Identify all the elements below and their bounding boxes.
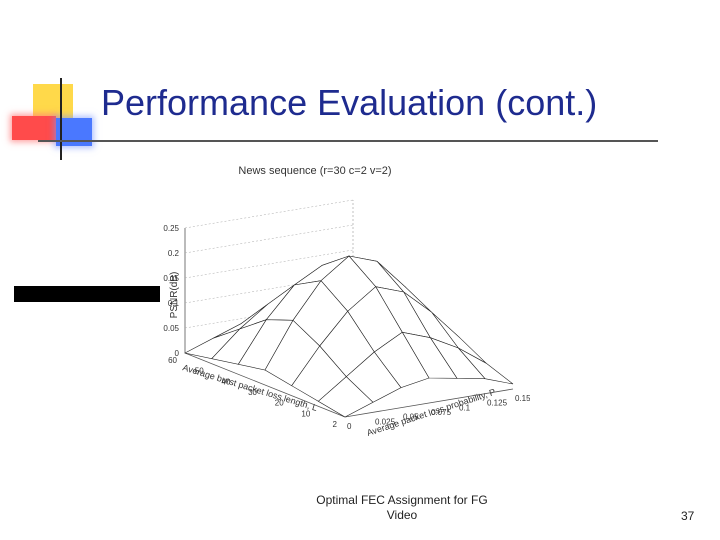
decor-black-bar bbox=[14, 286, 160, 302]
z-tick-label: 0.05 bbox=[163, 324, 179, 333]
surface-facet bbox=[317, 376, 374, 418]
y-axis-line bbox=[344, 388, 514, 418]
z-gridline bbox=[184, 199, 354, 229]
z-axis-label: PSNR(dB) bbox=[169, 272, 180, 319]
footer-line-2: Video bbox=[386, 508, 418, 522]
x-tick-label: 2 bbox=[333, 420, 338, 429]
y-tick-label: 0.125 bbox=[487, 399, 508, 408]
y-tick-label: 0.1 bbox=[459, 403, 471, 412]
slide-title: Performance Evaluation (cont.) bbox=[101, 82, 598, 123]
z-gridline bbox=[184, 224, 354, 254]
x-tick-label: 30 bbox=[248, 388, 257, 397]
surface-chart: News sequence (r=30 c=2 v=2) PSNR(dB) Av… bbox=[163, 165, 530, 438]
z-tick-label: 0.1 bbox=[168, 299, 180, 308]
footer-line-1: Optimal FEC Assignment for FG bbox=[316, 493, 488, 507]
z-gridline bbox=[184, 249, 354, 279]
y-tick-label: 0.025 bbox=[375, 417, 396, 426]
y-tick-label: 0.075 bbox=[431, 408, 452, 417]
z-tick-label: 0.25 bbox=[163, 224, 179, 233]
title-underline bbox=[38, 140, 658, 142]
y-tick-label: 0 bbox=[347, 422, 352, 431]
z-tick-label: 0 bbox=[175, 349, 180, 358]
surface-mesh bbox=[184, 255, 514, 418]
x-tick-label: 10 bbox=[301, 409, 310, 418]
decor-red-square bbox=[12, 116, 56, 140]
z-tick-label: 0.15 bbox=[163, 274, 179, 283]
z-tick-label: 0.2 bbox=[168, 249, 180, 258]
y-tick-label: 0.15 bbox=[515, 394, 530, 403]
x-tick-label: 40 bbox=[221, 377, 230, 386]
x-tick-label: 60 bbox=[168, 356, 177, 365]
page-number: 37 bbox=[681, 509, 695, 523]
y-tick-label: 0.05 bbox=[403, 413, 419, 422]
decor-vertical-line bbox=[60, 78, 62, 160]
x-tick-label: 20 bbox=[275, 399, 284, 408]
x-axis-line bbox=[184, 352, 346, 418]
x-tick-label: 50 bbox=[195, 367, 204, 376]
footer-caption: Optimal FEC Assignment for FG Video bbox=[272, 493, 532, 523]
chart-title: News sequence (r=30 c=2 v=2) bbox=[238, 165, 391, 177]
